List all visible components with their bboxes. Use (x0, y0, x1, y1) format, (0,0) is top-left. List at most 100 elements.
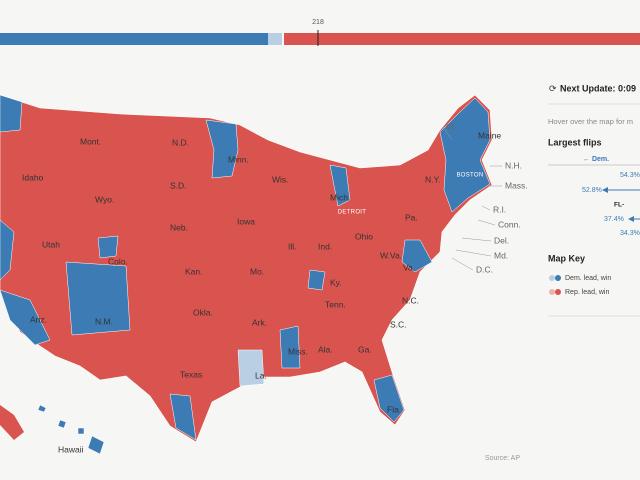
state-label: Ala. (318, 344, 333, 354)
state-label: Ill. (288, 241, 297, 251)
district (329, 164, 351, 207)
key-swatch (549, 275, 555, 281)
state-label: Ariz. (30, 314, 47, 324)
state-label: Okla. (193, 307, 213, 317)
map-key-title: Map Key (548, 253, 585, 263)
state-label: S.D. (170, 180, 187, 190)
state-label: Ga. (358, 344, 372, 354)
hawaii-island (87, 435, 105, 455)
district (0, 219, 15, 281)
us-map (0, 94, 493, 455)
hawaii-island (77, 427, 85, 435)
undecided-bar (268, 33, 282, 45)
arrowhead (602, 187, 608, 193)
state-label: S.C. (390, 319, 407, 329)
state-label: Kan. (185, 266, 203, 276)
leader-line (455, 249, 492, 257)
flip-value: 34.3% (620, 230, 640, 237)
district (205, 119, 239, 179)
state-label: Mo. (250, 266, 264, 276)
flips-title: Largest flips (548, 137, 602, 147)
state-label: Neb. (170, 222, 188, 232)
state-label: N.D. (172, 137, 189, 147)
arrowhead (628, 216, 634, 222)
state-label: Ark. (252, 317, 267, 327)
state-label: Md. (494, 250, 508, 260)
rep-bar (284, 33, 640, 45)
state-label: Pa. (405, 212, 418, 222)
state-label: Maine (478, 130, 501, 140)
leader-line (477, 219, 496, 226)
district (0, 94, 23, 133)
hawaii-island (37, 404, 47, 413)
leader-line (461, 237, 492, 242)
state-label: Idaho (22, 172, 44, 182)
undecided-district (237, 349, 265, 387)
flip-district: FL- (614, 202, 624, 209)
state-label: Mich. (330, 192, 350, 202)
state-label: Vt. (446, 121, 456, 131)
district (373, 374, 405, 423)
state-label: Mont. (80, 136, 101, 146)
state-label: N.Y. (425, 174, 440, 184)
state-label: Del. (494, 235, 509, 245)
state-label: N.H. (505, 160, 522, 170)
city-label: BOSTON (456, 173, 483, 179)
flip-value: 54.3% (620, 172, 640, 179)
state-label: Hawaii (58, 444, 84, 454)
state-label: D.C. (476, 264, 493, 274)
state-label: W.Va. (380, 250, 402, 260)
flip-value: 37.4% (604, 216, 624, 223)
map-labels: Mont. N.D. Minn. Idaho S.D. Wyo. Wis. Mich. Iowa… (22, 121, 528, 454)
district (401, 239, 433, 273)
dem-districts (0, 94, 491, 455)
state-label: Mass. (505, 180, 528, 190)
state-label: Wis. (272, 174, 289, 184)
state-label: Miss. (288, 346, 308, 356)
district (0, 289, 51, 346)
state-label: Texas (180, 369, 202, 379)
majority-label: 218 (312, 19, 324, 26)
leader-line (442, 126, 453, 141)
source-note: Source: AP (485, 455, 520, 462)
state-label: Ind. (318, 241, 332, 251)
district (307, 269, 326, 291)
state-label: Iowa (237, 216, 255, 226)
us-states (0, 94, 493, 443)
state-label: Conn. (498, 219, 521, 229)
key-label: Dem. lead, win (565, 275, 611, 282)
state-label: N.C. (402, 295, 419, 305)
leader-line (481, 205, 491, 211)
key-swatch (549, 289, 555, 295)
district (279, 325, 301, 369)
state-label: Wyo. (95, 194, 114, 204)
district (439, 97, 491, 213)
state-label: Va. (403, 262, 415, 272)
state-label: La. (255, 370, 267, 380)
state-label: Fla. (387, 404, 401, 414)
state-label: Tenn. (325, 299, 346, 309)
district (169, 393, 197, 441)
key-label: Rep. lead, win (565, 289, 609, 296)
hover-hint: Hover over the map for m (548, 117, 633, 126)
city-label: DETROIT (338, 210, 366, 216)
dem-bar (0, 33, 268, 45)
hawaii-island (57, 419, 67, 429)
district (97, 235, 119, 259)
state-label: Colo. (108, 256, 128, 266)
refresh-icon: ⟳ (549, 83, 557, 93)
sidebar: ⟳ Next Update: 0:09 Hover over the map f… (548, 83, 640, 317)
dem-header: ← Dem. (583, 156, 609, 163)
flip-value: 52.8% (582, 187, 602, 194)
key-swatch (555, 289, 561, 295)
next-update: Next Update: 0:09 (560, 83, 636, 93)
state-label: R.I. (493, 204, 506, 214)
leader-line (451, 257, 474, 271)
alaska-fragment (0, 405, 24, 440)
state-label: Minn. (228, 154, 249, 164)
state-label: Utah (42, 239, 60, 249)
district (65, 261, 131, 336)
state-label: Ky. (330, 277, 342, 287)
